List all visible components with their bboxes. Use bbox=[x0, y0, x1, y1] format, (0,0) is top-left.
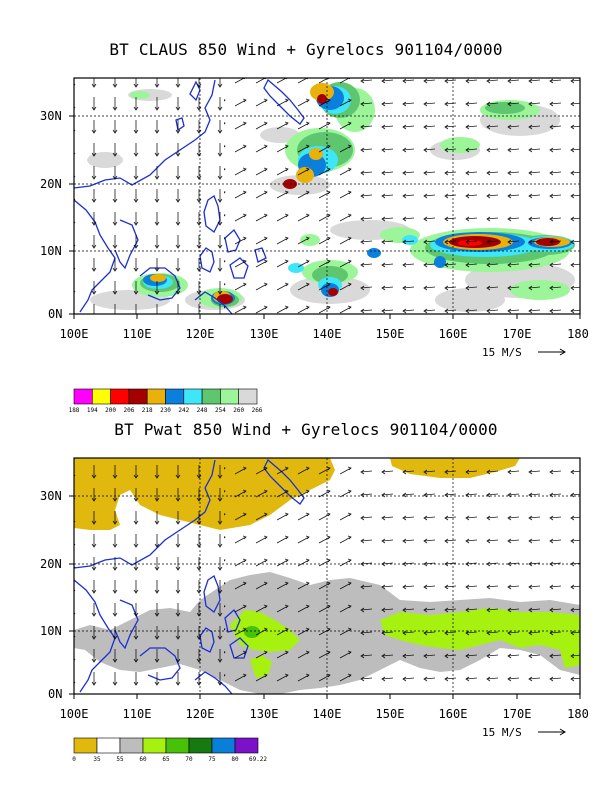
panel1-colorbar-label: 206 bbox=[123, 407, 134, 414]
panel1-colorbar-label: 200 bbox=[105, 407, 116, 414]
panel2-colorbar-label: 55 bbox=[116, 756, 124, 763]
panel1-lon-label: 140E bbox=[313, 327, 342, 341]
panel2-colorbar-label: 60 bbox=[139, 756, 147, 763]
panel2-colorbar-label: 75 bbox=[208, 756, 216, 763]
panel2-ref-vector-arrow-icon bbox=[538, 728, 566, 736]
panel2-colorbar-label: 80 bbox=[231, 756, 239, 763]
panel2-colorbar-label: 65 bbox=[162, 756, 170, 763]
panel2-colorbar-label: 0 bbox=[72, 756, 76, 763]
panel1-lon-label: 120E bbox=[186, 327, 215, 341]
panel1-colorbar-label: 260 bbox=[233, 407, 244, 414]
panel1-colorbar-swatch bbox=[128, 388, 148, 405]
panel1-colorbar: 188 194 200 206 218 230 242 248 254 260 266 bbox=[69, 388, 263, 414]
panel1-colorbar-swatch bbox=[201, 388, 221, 405]
panel2-gridlines bbox=[74, 458, 580, 694]
panel1-ref-vector-arrow-icon bbox=[538, 348, 566, 356]
panel1-lon-label: 100E bbox=[60, 327, 89, 341]
panel2-lon-label: 160E bbox=[439, 707, 468, 721]
panel1-colorbar-label: 194 bbox=[87, 407, 98, 414]
panel2-colorbar-swatch bbox=[119, 737, 144, 754]
panel2-lon-label: 100E bbox=[60, 707, 89, 721]
panel2-colorbar: 0 35 55 60 65 70 75 80 69.22 bbox=[72, 737, 267, 763]
panel2-colorbar-label: 35 bbox=[93, 756, 101, 763]
panel1-ticks bbox=[69, 115, 581, 319]
panel2-colorbar-swatch bbox=[73, 737, 98, 754]
panel2-lon-label: 170E bbox=[503, 707, 532, 721]
panel2-ref-vector-label: 15 M/S bbox=[482, 726, 522, 739]
panel1-lon-label: 160E bbox=[439, 327, 468, 341]
panel2-map bbox=[69, 457, 581, 699]
panel1-wind-vectors bbox=[74, 78, 580, 314]
panel1-colorbar-label: 218 bbox=[142, 407, 153, 414]
panel1-lat-label: 0N bbox=[48, 307, 62, 321]
panel2-colorbar-swatch bbox=[165, 737, 190, 754]
panel2-colorbar-swatch bbox=[188, 737, 213, 754]
panel1-lon-label: 170E bbox=[503, 327, 532, 341]
panel2-lat-label: 20N bbox=[40, 557, 62, 571]
panel1-lon-label: 150E bbox=[376, 327, 405, 341]
panel1-gridlines bbox=[74, 78, 580, 314]
panel2-lon-label: 180 bbox=[567, 707, 589, 721]
panel1-lon-label: 130E bbox=[250, 327, 279, 341]
panel1-colorbar-label: 266 bbox=[252, 407, 263, 414]
panel1-lat-label: 20N bbox=[40, 177, 62, 191]
panel1-colorbar-label: 248 bbox=[197, 407, 208, 414]
panel2-lon-label: 110E bbox=[123, 707, 152, 721]
panel2-lon-label: 140E bbox=[313, 707, 342, 721]
panel1-colorbar-swatch bbox=[165, 388, 185, 405]
panel2-lat-label: 10N bbox=[40, 624, 62, 638]
panel1-colorbar-label: 242 bbox=[178, 407, 189, 414]
panel2-title: BT Pwat 850 Wind + Gyrelocs 901104/0000 bbox=[114, 420, 498, 439]
panel2-lon-label: 120E bbox=[186, 707, 215, 721]
panel1-lat-label: 10N bbox=[40, 244, 62, 258]
panel2-lat-label: 0N bbox=[48, 687, 62, 701]
panel1-lat-label: 30N bbox=[40, 109, 62, 123]
panel1-map bbox=[69, 77, 581, 319]
panel2-colorbar-swatch bbox=[234, 737, 259, 754]
panel2-colorbar-label: 69.22 bbox=[249, 756, 267, 763]
panel1-colorbar-label: 230 bbox=[160, 407, 171, 414]
panel1-colorbar-swatch bbox=[238, 388, 258, 405]
panel2-wind-vectors bbox=[74, 458, 580, 694]
panel2-colorbar-swatch bbox=[96, 737, 121, 754]
panel1-colorbar-swatch bbox=[73, 388, 93, 405]
panel1-colorbar-label: 254 bbox=[215, 407, 226, 414]
panel1-colorbar-swatch bbox=[220, 388, 239, 405]
panel1-colorbar-label: 188 bbox=[69, 407, 80, 414]
panel2-colorbar-label: 70 bbox=[185, 756, 193, 763]
panel1-colorbar-swatch bbox=[92, 388, 111, 405]
panel1-title: BT CLAUS 850 Wind + Gyrelocs 901104/0000 bbox=[109, 40, 503, 59]
panel1-ref-vector-label: 15 M/S bbox=[482, 346, 522, 359]
panel1-lon-label: 180 bbox=[567, 327, 589, 341]
panel1-colorbar-swatch bbox=[146, 388, 166, 405]
panel1-lon-label: 110E bbox=[123, 327, 152, 341]
panel2-lon-label: 130E bbox=[250, 707, 279, 721]
panel2-colorbar-swatch bbox=[211, 737, 236, 754]
panel2-lon-label: 150E bbox=[376, 707, 405, 721]
panel2-colorbar-swatch bbox=[142, 737, 167, 754]
panel2-ticks bbox=[69, 495, 581, 699]
panel2-lat-label: 30N bbox=[40, 489, 62, 503]
panel1-colorbar-swatch bbox=[183, 388, 203, 405]
panel1-colorbar-swatch bbox=[110, 388, 130, 405]
